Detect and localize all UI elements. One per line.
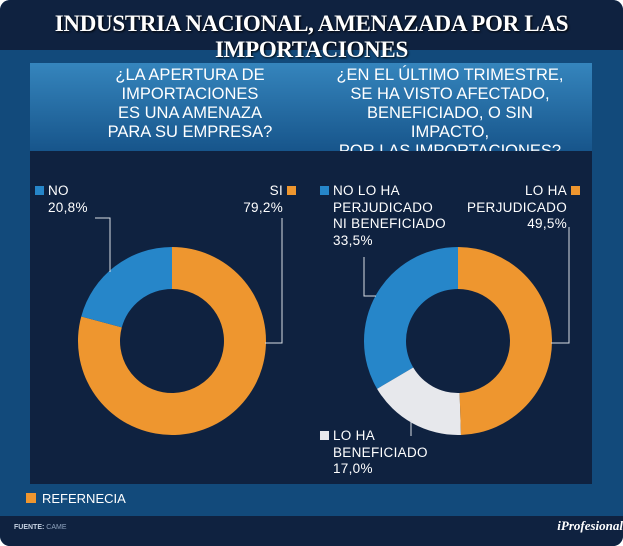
label-pct: 17,0% — [333, 461, 373, 476]
label-si: SI 79,2% — [200, 183, 296, 216]
leader-line-si — [265, 218, 283, 344]
label-text: SI — [269, 183, 283, 198]
question-1: ¿LA APERTURA DE IMPORTACIONES ES UNA AMENA… — [90, 66, 290, 142]
label-text: PERJUDICADO — [466, 199, 567, 215]
source-text: CAME — [46, 524, 67, 531]
label-text: BENEFICIADO — [333, 444, 428, 460]
footer — [0, 516, 623, 546]
orange-square-icon — [26, 493, 36, 503]
donut-slice-lo-ha-beneficiado — [377, 367, 461, 435]
label-no: NO 20,8% — [35, 183, 88, 216]
q2-line: ¿EN EL ÚLTIMO TRIMESTRE, — [336, 66, 564, 84]
blue-square-icon — [320, 186, 329, 195]
legend-text: REFERNECIA — [42, 491, 126, 506]
donut-slice-no-lo-ha-perjudicado-ni-beneficiado — [363, 247, 458, 389]
q2-line: BENEFICIADO, O SIN IMPACTO, — [367, 104, 533, 141]
q1-line: ES UNA AMENAZA — [118, 104, 262, 122]
question-band: ¿LA APERTURA DE IMPORTACIONES ES UNA AMENA… — [30, 63, 592, 160]
label-text: PERJUDICADO — [333, 199, 434, 215]
label-pct: 79,2% — [243, 199, 283, 215]
label-text: NO LO HA — [333, 183, 400, 198]
white-square-icon — [320, 431, 329, 440]
leader-lines — [95, 217, 570, 436]
orange-square-icon — [287, 186, 296, 195]
source-label: FUENTE: — [14, 524, 45, 531]
label-pct: 33,5% — [333, 232, 373, 248]
blue-square-icon — [35, 186, 44, 195]
label-hurt: LO HA PERJUDICADO 49,5% — [450, 183, 580, 233]
header — [0, 0, 623, 50]
leader-line-hurt — [551, 227, 570, 344]
label-neutral: NO LO HA PERJUDICADO NI BENEFICIADO 33,5… — [320, 183, 446, 249]
label-pct: 20,8% — [48, 199, 88, 215]
page-title: INDUSTRIA NACIONAL, AMENAZADA POR LAS IM… — [54, 11, 569, 62]
orange-square-icon — [571, 186, 580, 195]
label-text: LO HA — [333, 428, 376, 443]
donut-slice-lo-ha-perjudicado — [458, 247, 552, 435]
donut-slice-no — [81, 247, 172, 328]
label-pct: 49,5% — [527, 216, 567, 231]
q1-line: IMPORTACIONES — [121, 85, 259, 103]
donut-slice-si — [78, 247, 267, 435]
leader-line-no — [95, 217, 111, 272]
label-text: NI BENEFICIADO — [333, 216, 446, 231]
q2-line: SE HA VISTO AFECTADO, — [350, 85, 550, 103]
q1-line: PARA SU EMPRESA? — [107, 123, 273, 141]
source: FUENTE: CAME — [14, 524, 67, 531]
legend: REFERNECIA — [26, 491, 126, 506]
leader-line-neutral — [363, 257, 376, 297]
label-text: LO HA — [524, 183, 567, 198]
q1-line: ¿LA APERTURA DE — [115, 66, 265, 84]
logo: iProfesional — [557, 518, 623, 533]
label-text: NO — [48, 183, 69, 198]
label-benefit: LO HA BENEFICIADO 17,0% — [320, 428, 428, 478]
